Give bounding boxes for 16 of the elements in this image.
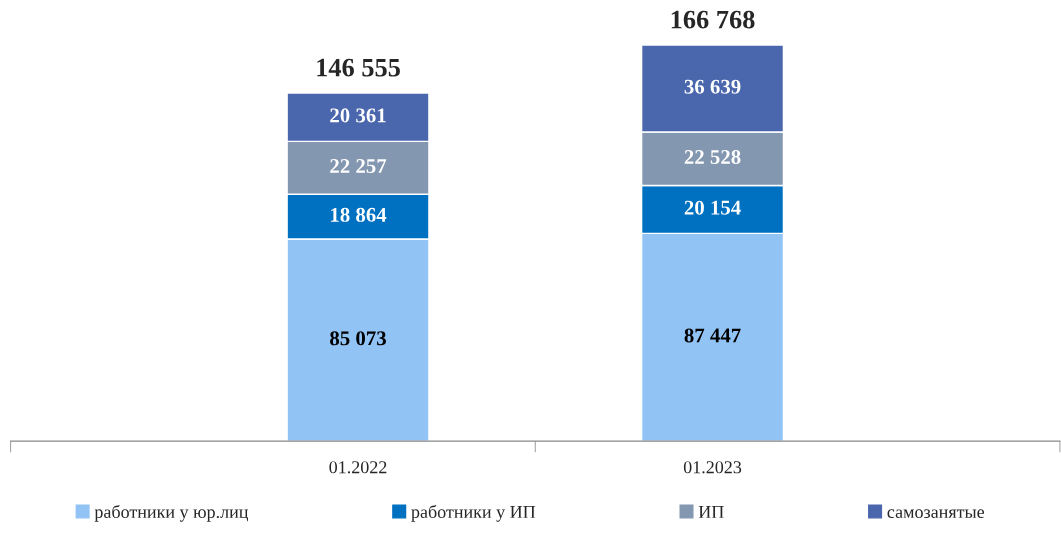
- data-label: 20 361: [330, 108, 386, 123]
- x-tick-label: 01.2023: [683, 461, 742, 474]
- data-label: 22 528: [684, 149, 741, 165]
- total-label: 146 555: [317, 58, 400, 77]
- legend-label: работники у ИП: [411, 504, 536, 522]
- data-label: 22 257: [330, 159, 387, 174]
- legend-label: самозанятые: [887, 509, 985, 519]
- data-label: 87 447: [684, 328, 741, 343]
- data-label: 85 073: [330, 331, 386, 346]
- data-label: 20 154: [684, 200, 741, 215]
- data-label: 36 639: [684, 79, 741, 94]
- data-label: 18 864: [331, 207, 387, 222]
- legend-label: работники у юр.лиц: [94, 504, 249, 522]
- legend-label: ИП: [698, 506, 724, 518]
- x-tick-label: 01.2022: [329, 461, 387, 474]
- total-label: 166 768: [671, 10, 755, 29]
